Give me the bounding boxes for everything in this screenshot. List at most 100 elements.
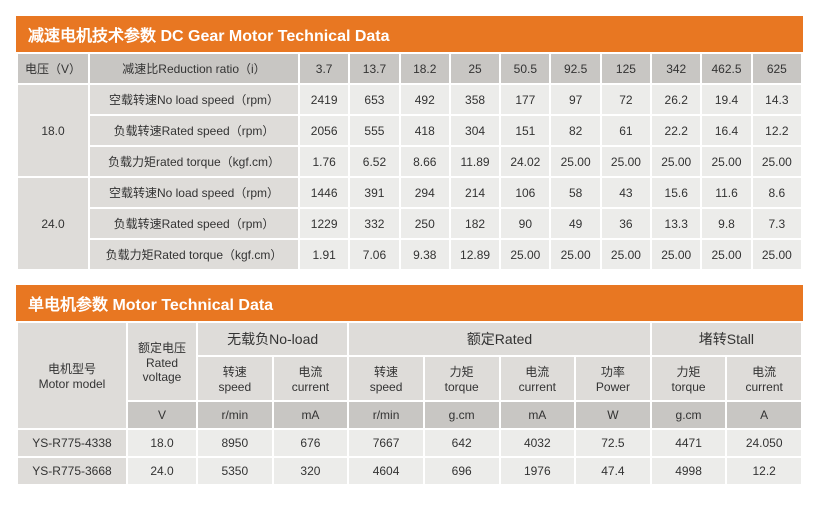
- data-cell: 47.4: [575, 457, 651, 485]
- noload-group: 无载负No-load: [197, 322, 348, 356]
- noload-row-label: 空载转速No load speed（rpm）: [89, 84, 299, 115]
- data-cell: 1976: [500, 457, 576, 485]
- data-cell: 25.00: [651, 146, 701, 177]
- data-cell: 4604: [348, 457, 424, 485]
- data-cell: 1.76: [299, 146, 349, 177]
- ratio-header: 减速比Reduction ratio（i）: [89, 53, 299, 84]
- rated-row-label: 负载转速Rated speed（rpm）: [89, 115, 299, 146]
- col-torque: 力矩torque: [651, 356, 727, 401]
- data-cell: 642: [424, 429, 500, 457]
- unit-cell: g.cm: [651, 401, 727, 429]
- data-cell: 90: [500, 208, 550, 239]
- ratio-col: 625: [752, 53, 802, 84]
- data-cell: 18.0: [127, 429, 197, 457]
- data-cell: 304: [450, 115, 500, 146]
- data-cell: 25.00: [651, 239, 701, 270]
- data-cell: 696: [424, 457, 500, 485]
- col-speed: 转速speed: [197, 356, 273, 401]
- data-cell: 294: [400, 177, 450, 208]
- data-cell: 6.52: [349, 146, 399, 177]
- col-current: 电流current: [500, 356, 576, 401]
- data-cell: 320: [273, 457, 349, 485]
- data-cell: 391: [349, 177, 399, 208]
- data-cell: 25.00: [500, 239, 550, 270]
- data-cell: 12.2: [752, 115, 802, 146]
- data-cell: 492: [400, 84, 450, 115]
- col-current: 电流current: [273, 356, 349, 401]
- rated-row-label: 负载转速Rated speed（rpm）: [89, 208, 299, 239]
- data-cell: 8.66: [400, 146, 450, 177]
- data-cell: 97: [550, 84, 600, 115]
- ratio-col: 462.5: [701, 53, 751, 84]
- motor-title: 单电机参数 Motor Technical Data: [16, 285, 803, 321]
- data-cell: 12.2: [726, 457, 802, 485]
- unit-cell: r/min: [348, 401, 424, 429]
- col-torque: 力矩torque: [424, 356, 500, 401]
- voltage-cell: 24.0: [17, 177, 89, 270]
- data-cell: 25.00: [550, 239, 600, 270]
- ratio-col: 25: [450, 53, 500, 84]
- data-cell: 16.4: [701, 115, 751, 146]
- data-cell: 9.8: [701, 208, 751, 239]
- data-cell: 4471: [651, 429, 727, 457]
- data-cell: 151: [500, 115, 550, 146]
- data-cell: 182: [450, 208, 500, 239]
- data-cell: 418: [400, 115, 450, 146]
- data-cell: 26.2: [651, 84, 701, 115]
- data-cell: 653: [349, 84, 399, 115]
- ratio-col: 50.5: [500, 53, 550, 84]
- unit-cell: r/min: [197, 401, 273, 429]
- gear-table: 电压（V）减速比Reduction ratio（i）3.713.718.2255…: [16, 52, 803, 271]
- unit-cell: mA: [500, 401, 576, 429]
- stall-group: 堵转Stall: [651, 322, 802, 356]
- data-cell: 9.38: [400, 239, 450, 270]
- voltage-cell: 18.0: [17, 84, 89, 177]
- data-cell: 177: [500, 84, 550, 115]
- model-header: 电机型号Motor model: [17, 322, 127, 429]
- data-cell: 36: [601, 208, 651, 239]
- model-cell: YS-R775-3668: [17, 457, 127, 485]
- rated-group: 额定Rated: [348, 322, 651, 356]
- unit-cell: mA: [273, 401, 349, 429]
- data-cell: 72.5: [575, 429, 651, 457]
- data-cell: 58: [550, 177, 600, 208]
- data-cell: 2419: [299, 84, 349, 115]
- voltage-header: 额定电压Ratedvoltage: [127, 322, 197, 401]
- data-cell: 25.00: [752, 146, 802, 177]
- data-cell: 24.050: [726, 429, 802, 457]
- voltage-header: 电压（V）: [17, 53, 89, 84]
- data-cell: 250: [400, 208, 450, 239]
- data-cell: 19.4: [701, 84, 751, 115]
- data-cell: 358: [450, 84, 500, 115]
- ratio-col: 3.7: [299, 53, 349, 84]
- data-cell: 4032: [500, 429, 576, 457]
- data-cell: 7.06: [349, 239, 399, 270]
- col-speed: 转速speed: [348, 356, 424, 401]
- motor-table: 电机型号Motor model额定电压Ratedvoltage无载负No-loa…: [16, 321, 803, 486]
- data-cell: 61: [601, 115, 651, 146]
- ratio-col: 13.7: [349, 53, 399, 84]
- data-cell: 5350: [197, 457, 273, 485]
- unit-cell: W: [575, 401, 651, 429]
- data-cell: 15.6: [651, 177, 701, 208]
- data-cell: 25.00: [601, 239, 651, 270]
- noload-row-label: 空载转速No load speed（rpm）: [89, 177, 299, 208]
- ratio-col: 342: [651, 53, 701, 84]
- data-cell: 14.3: [752, 84, 802, 115]
- torque-row-label: 负载力矩rated torque（kgf.cm）: [89, 146, 299, 177]
- unit-cell: A: [726, 401, 802, 429]
- data-cell: 1229: [299, 208, 349, 239]
- data-cell: 106: [500, 177, 550, 208]
- data-cell: 11.6: [701, 177, 751, 208]
- data-cell: 1446: [299, 177, 349, 208]
- data-cell: 25.00: [601, 146, 651, 177]
- data-cell: 8950: [197, 429, 273, 457]
- unit-cell: V: [127, 401, 197, 429]
- data-cell: 12.89: [450, 239, 500, 270]
- data-cell: 25.00: [752, 239, 802, 270]
- data-cell: 2056: [299, 115, 349, 146]
- data-cell: 25.00: [701, 146, 751, 177]
- data-cell: 43: [601, 177, 651, 208]
- gear-title: 减速电机技术参数 DC Gear Motor Technical Data: [16, 16, 803, 52]
- ratio-col: 125: [601, 53, 651, 84]
